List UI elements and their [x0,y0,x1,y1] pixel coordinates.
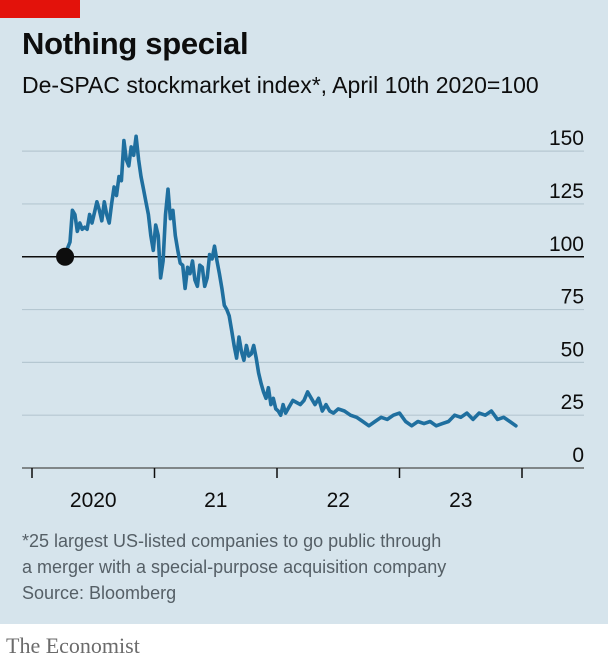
x-tick-label: 2020 [70,489,117,512]
chart-subtitle: De-SPAC stockmarket index*, April 10th 2… [22,72,539,98]
y-tick-label: 150 [549,127,584,150]
x-tick-label: 22 [327,489,350,512]
footnote: *25 largest US-listed companies to go pu… [22,528,446,606]
line-chart: 0 25 50 75 100 125 150 2020 21 22 23 [22,127,584,512]
chart-title: Nothing special [22,26,249,61]
brand-red-tag [0,0,80,18]
footnote-line-2: a merger with a special-purpose acquisit… [22,557,447,577]
source-note: Source: Bloomberg [22,583,177,603]
y-tick-label: 100 [549,233,584,256]
y-tick-label: 75 [561,286,584,309]
series-line [63,134,518,428]
y-tick-label: 50 [561,338,584,361]
x-tick-label: 23 [449,489,472,512]
x-tick-label: 21 [204,489,227,512]
y-tick-label: 125 [549,180,584,203]
chart-panel [0,0,608,624]
start-point-marker [56,247,75,266]
y-tick-label: 0 [572,444,584,467]
brand-logo: The Economist [6,633,140,658]
footnote-line-1: *25 largest US-listed companies to go pu… [22,531,442,551]
y-tick-label: 25 [561,391,584,414]
